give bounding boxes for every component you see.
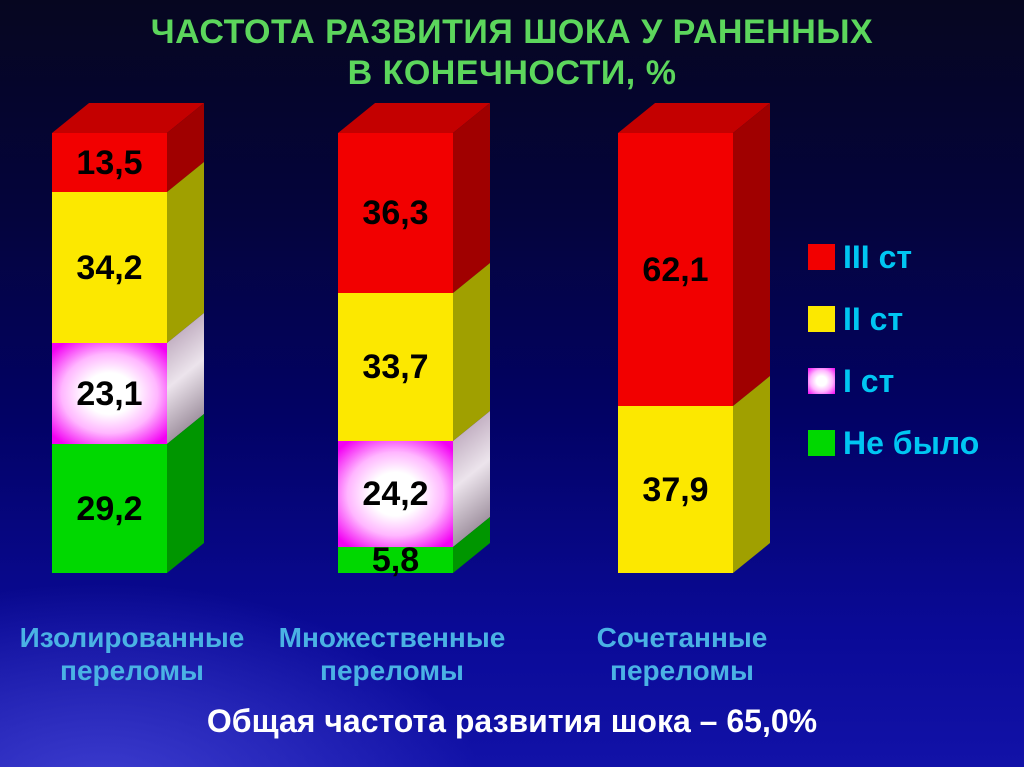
segment-value-label: 33,7 — [362, 347, 429, 386]
bar-front-face: 13,5 34,2 23,1 29,2 — [52, 133, 167, 573]
segment-value-label: 13,5 — [76, 143, 143, 182]
legend-swatch-green-icon — [808, 430, 835, 456]
segment-value-label: 62,1 — [642, 250, 709, 289]
segment-red-front: 62,1 — [618, 133, 733, 407]
legend-item-grade-3: III ст — [808, 226, 979, 288]
category-label-combined: Сочетанные переломы — [596, 622, 768, 687]
bar-isolated-fractures: 13,5 34,2 23,1 29,2 — [52, 103, 205, 573]
legend-label: I ст — [843, 363, 895, 399]
legend-swatch-red-icon — [808, 244, 835, 270]
segment-green-front: 5,8 — [338, 543, 453, 577]
segment-yellow-front: 37,9 — [618, 406, 733, 573]
category-label-isolated: Изолированные переломы — [19, 622, 245, 687]
segment-red-side — [453, 103, 490, 293]
segment-value-label: 23,1 — [76, 374, 143, 413]
segment-red-side — [733, 103, 770, 407]
legend-item-grade-1: I ст — [808, 350, 979, 412]
segment-pink-front: 24,2 — [338, 440, 453, 548]
segment-red-front: 36,3 — [338, 133, 453, 293]
legend-item-no-shock: Не было — [808, 412, 979, 474]
segment-value-label: 5,8 — [371, 541, 420, 580]
bar-front-face: 62,1 37,9 — [618, 133, 733, 573]
bar-side-face — [453, 103, 490, 573]
bar-side-face — [167, 103, 204, 573]
segment-yellow-side — [733, 376, 770, 573]
segment-red-front: 13,5 — [52, 133, 167, 193]
segment-value-label: 29,2 — [76, 489, 143, 528]
segment-yellow-front: 34,2 — [52, 192, 167, 343]
segment-value-label: 37,9 — [642, 470, 709, 509]
summary-text: Общая частота развития шока – 65,0% — [206, 703, 818, 739]
legend-label: II ст — [843, 301, 904, 337]
legend-label: III ст — [843, 239, 913, 275]
segment-green-front: 29,2 — [52, 444, 167, 573]
segment-pink-front: 23,1 — [52, 342, 167, 445]
bar-side-face — [733, 103, 770, 573]
bar-multiple-fractures: 36,3 33,7 24,2 5,8 — [338, 103, 491, 577]
legend-label: Не было — [843, 425, 980, 461]
legend-swatch-pink-icon — [808, 368, 835, 394]
category-label-multiple: Множественные переломы — [278, 622, 506, 687]
segment-value-label: 34,2 — [76, 248, 143, 287]
legend-swatch-yellow-icon — [808, 306, 835, 332]
legend-item-grade-2: II ст — [808, 288, 979, 350]
segment-green-side — [167, 414, 204, 573]
bar-combined-fractures: 62,1 37,9 — [618, 103, 771, 573]
segment-yellow-front: 33,7 — [338, 292, 453, 441]
legend: III ст II ст I ст Не было — [808, 226, 979, 474]
segment-value-label: 24,2 — [362, 475, 429, 514]
bar-front-face: 36,3 33,7 24,2 5,8 — [338, 133, 453, 577]
slide-title: ЧАСТОТА РАЗВИТИЯ ШОКА У РАНЕННЫХ В КОНЕЧ… — [150, 13, 874, 93]
segment-value-label: 36,3 — [362, 193, 429, 232]
